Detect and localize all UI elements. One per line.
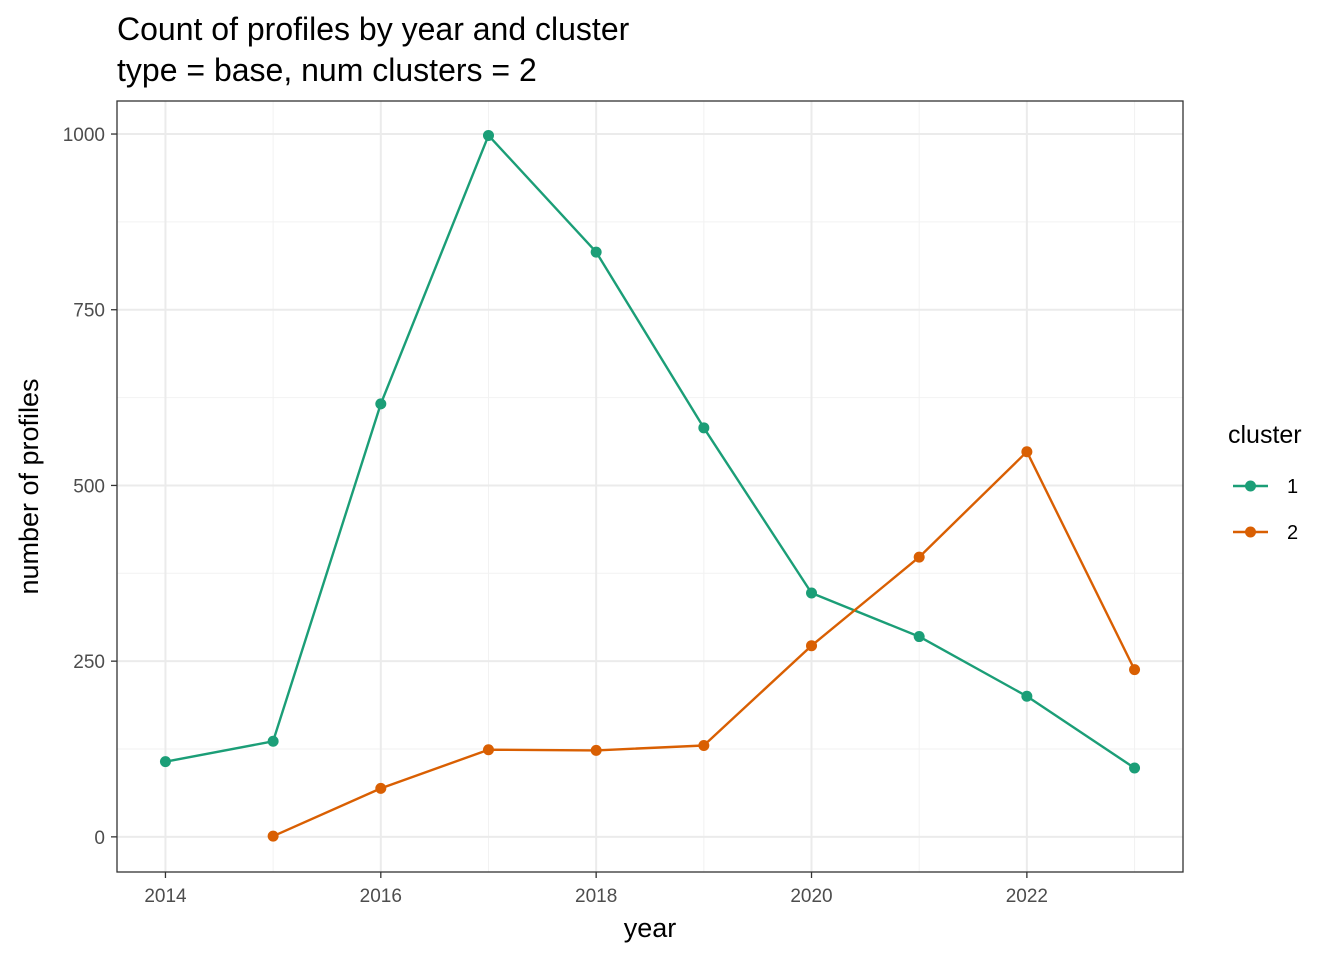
y-axis: 0 250 500 750 1000 [63, 125, 117, 849]
data-point [590, 246, 602, 258]
data-point [159, 756, 171, 768]
legend-item: 2 [1233, 522, 1298, 544]
data-point [698, 739, 710, 751]
legend-label: 2 [1287, 522, 1298, 544]
x-axis: 2014 2016 2018 2020 2022 [144, 872, 1048, 907]
data-point [590, 744, 602, 756]
y-tick-label: 750 [73, 301, 105, 322]
legend-key-point [1245, 526, 1256, 538]
data-point [806, 640, 818, 652]
y-tick-label: 250 [73, 652, 105, 673]
y-tick-label: 0 [94, 828, 105, 849]
series-layer [159, 129, 1141, 842]
x-tick-label: 2016 [360, 886, 402, 907]
y-tick-label: 500 [73, 476, 105, 497]
y-tick-label: 1000 [63, 125, 105, 146]
series-1 [159, 129, 1141, 774]
y-axis-title: number of profiles [14, 378, 44, 594]
chart-subtitle: type = base, num clusters = 2 [117, 52, 537, 88]
chart-title: Count of profiles by year and cluster [117, 11, 630, 47]
major-gridlines [117, 101, 1183, 872]
data-point [375, 398, 387, 410]
data-point [267, 735, 279, 747]
data-point [375, 782, 387, 794]
series-line [165, 134, 1136, 769]
legend-title: cluster [1228, 421, 1302, 449]
legend-label: 1 [1287, 476, 1298, 498]
legend: cluster 1 2 [1228, 421, 1302, 544]
x-axis-title: year [624, 913, 677, 943]
data-point [1021, 446, 1033, 458]
data-point [1021, 690, 1033, 702]
data-point [698, 422, 710, 434]
x-tick-label: 2022 [1006, 886, 1048, 907]
minor-gridlines [117, 101, 1183, 872]
data-point [913, 631, 925, 643]
data-point [482, 744, 494, 756]
x-tick-label: 2018 [575, 886, 617, 907]
x-tick-label: 2014 [144, 886, 187, 907]
legend-key-point [1245, 480, 1256, 492]
x-tick-label: 2020 [790, 886, 832, 907]
legend-item: 1 [1233, 476, 1298, 498]
data-point [1129, 664, 1141, 676]
data-point [806, 587, 818, 599]
series-2 [267, 446, 1141, 842]
data-point [1129, 762, 1141, 774]
data-point [913, 551, 925, 563]
data-point [482, 129, 494, 141]
panel-border [116, 100, 1184, 873]
data-point [267, 830, 279, 842]
